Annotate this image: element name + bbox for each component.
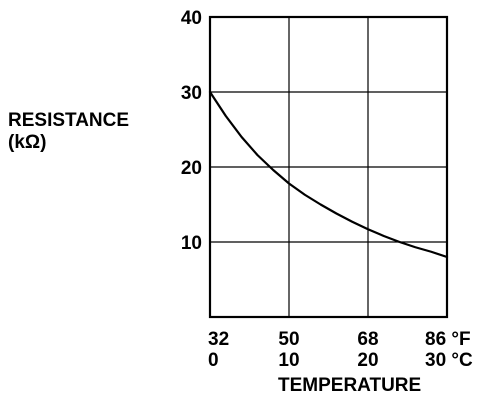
series-lines — [208, 90, 449, 259]
x-axis-label: TEMPERATURE — [278, 375, 421, 396]
x-tick-label-fahrenheit: 50 — [278, 329, 299, 350]
grid-lines — [210, 17, 447, 317]
y-tick-label: 20 — [181, 158, 202, 179]
y-tick-label: 40 — [181, 8, 202, 29]
y-tick-label: 30 — [181, 83, 202, 104]
x-tick-label-celsius: 30 °C — [425, 350, 473, 371]
x-tick-label-celsius: 10 — [278, 350, 299, 371]
x-tick-label-fahrenheit: 68 — [357, 329, 378, 350]
x-tick-label-fahrenheit: 86 °F — [425, 329, 471, 350]
y-tick-labels: 10 20 30 40 — [181, 8, 202, 254]
y-axis-label: RESISTANCE — [8, 110, 129, 131]
y-tick-label: 10 — [181, 233, 202, 254]
x-tick-label-celsius: 0 — [208, 350, 219, 371]
x-tick-label-fahrenheit: 32 — [208, 329, 229, 350]
series-line-0 — [208, 90, 449, 259]
x-tick-label-celsius: 20 — [357, 350, 378, 371]
y-axis-unit-label: (kΩ) — [8, 132, 46, 153]
